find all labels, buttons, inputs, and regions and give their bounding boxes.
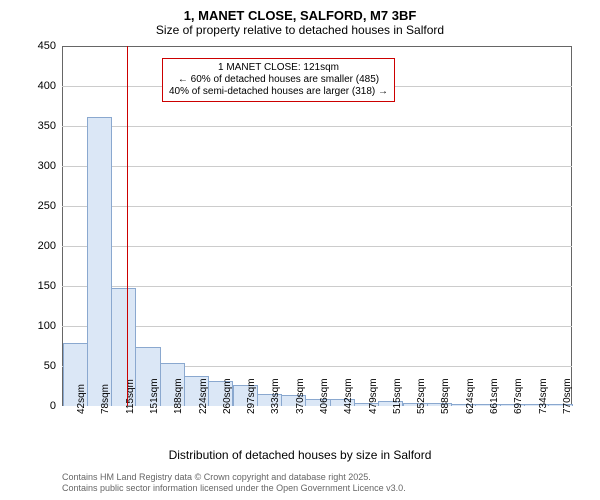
x-tick-label: 697sqm [511, 378, 524, 414]
x-tick-label: 42sqm [74, 384, 87, 414]
x-tick-label: 406sqm [317, 378, 330, 414]
gridline [62, 326, 572, 327]
y-tick-label: 300 [38, 160, 62, 172]
x-tick-label: 552sqm [414, 378, 427, 414]
x-tick-label: 588sqm [438, 378, 451, 414]
gridline [62, 246, 572, 247]
annotation-line: ← 60% of detached houses are smaller (48… [169, 74, 388, 86]
annotation-box: 1 MANET CLOSE: 121sqm← 60% of detached h… [162, 58, 395, 102]
y-tick-label: 250 [38, 200, 62, 212]
gridline [62, 286, 572, 287]
x-tick-label: 151sqm [147, 378, 160, 414]
x-tick-label: 370sqm [293, 378, 306, 414]
gridline [62, 126, 572, 127]
chart-title-sub: Size of property relative to detached ho… [0, 23, 600, 41]
y-tick-label: 100 [38, 320, 62, 332]
bar [87, 117, 112, 406]
y-tick-label: 150 [38, 280, 62, 292]
x-tick-label: 260sqm [220, 378, 233, 414]
plot-area: 05010015020025030035040045042sqm78sqm115… [62, 46, 572, 406]
x-tick-label: 78sqm [98, 384, 111, 414]
x-tick-label: 224sqm [196, 378, 209, 414]
y-tick-label: 200 [38, 240, 62, 252]
x-tick-label: 734sqm [536, 378, 549, 414]
y-tick-label: 450 [38, 40, 62, 52]
x-tick-label: 479sqm [366, 378, 379, 414]
x-tick-label: 333sqm [268, 378, 281, 414]
annotation-line: 1 MANET CLOSE: 121sqm [169, 62, 388, 74]
x-tick-label: 624sqm [463, 378, 476, 414]
y-tick-label: 50 [44, 360, 62, 372]
chart-container: 1, MANET CLOSE, SALFORD, M7 3BF Size of … [0, 0, 600, 500]
gridline [62, 166, 572, 167]
attribution-line-2: Contains public sector information licen… [62, 483, 406, 494]
x-axis-label: Distribution of detached houses by size … [169, 448, 432, 462]
x-tick-label: 515sqm [390, 378, 403, 414]
reference-line [127, 46, 128, 406]
attribution: Contains HM Land Registry data © Crown c… [62, 472, 406, 494]
annotation-line: 40% of semi-detached houses are larger (… [169, 86, 388, 98]
x-tick-label: 661sqm [487, 378, 500, 414]
y-tick-label: 400 [38, 80, 62, 92]
x-tick-label: 115sqm [123, 379, 136, 414]
x-tick-label: 770sqm [560, 378, 573, 414]
y-tick-label: 350 [38, 120, 62, 132]
x-tick-label: 188sqm [171, 378, 184, 414]
gridline [62, 206, 572, 207]
x-tick-label: 297sqm [244, 378, 257, 414]
attribution-line-1: Contains HM Land Registry data © Crown c… [62, 472, 406, 483]
chart-title-main: 1, MANET CLOSE, SALFORD, M7 3BF [0, 0, 600, 23]
x-tick-label: 442sqm [341, 378, 354, 414]
y-tick-label: 0 [50, 400, 62, 412]
